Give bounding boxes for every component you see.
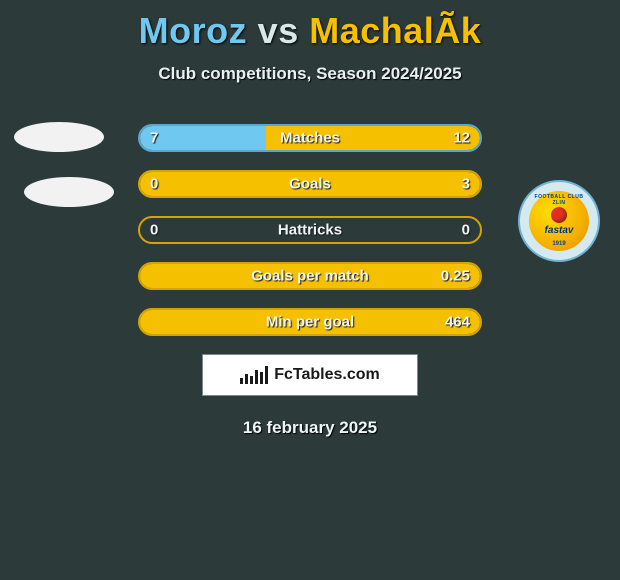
- stat-row: Min per goal 464: [138, 308, 482, 336]
- stat-value-left: 0: [150, 222, 158, 239]
- stat-value-right: 0.25: [441, 268, 470, 285]
- comparison-title: Moroz vs MachalÃk: [0, 0, 620, 52]
- stat-label: Hattricks: [278, 222, 342, 239]
- stat-value-right: 0: [462, 222, 470, 239]
- stat-value-right: 12: [453, 130, 470, 147]
- fctables-text: FcTables.com: [274, 366, 380, 384]
- stat-value-right: 3: [462, 176, 470, 193]
- stat-row: Goals per match 0.25: [138, 262, 482, 290]
- stat-row: 0 Hattricks 0: [138, 216, 482, 244]
- player2-name: MachalÃk: [309, 10, 481, 51]
- stat-row: 0 Goals 3: [138, 170, 482, 198]
- stat-label: Goals: [289, 176, 331, 193]
- subtitle: Club competitions, Season 2024/2025: [0, 64, 620, 84]
- stat-value-left: 0: [150, 176, 158, 193]
- stat-row: 7 Matches 12: [138, 124, 482, 152]
- stat-rows: 7 Matches 12 0 Goals 3 0 Hattricks 0 Goals per ma…: [0, 124, 620, 336]
- stat-label: Goals per match: [251, 268, 369, 285]
- fctables-icon: [240, 366, 268, 384]
- stat-fill-left: [140, 126, 266, 150]
- date-text: 16 february 2025: [0, 418, 620, 438]
- stat-label: Min per goal: [266, 314, 354, 331]
- stat-value-right: 464: [445, 314, 470, 331]
- vs-text: vs: [258, 10, 299, 51]
- stat-label: Matches: [280, 130, 340, 147]
- stat-value-left: 7: [150, 130, 158, 147]
- player1-name: Moroz: [139, 10, 247, 51]
- fctables-watermark: FcTables.com: [202, 354, 418, 396]
